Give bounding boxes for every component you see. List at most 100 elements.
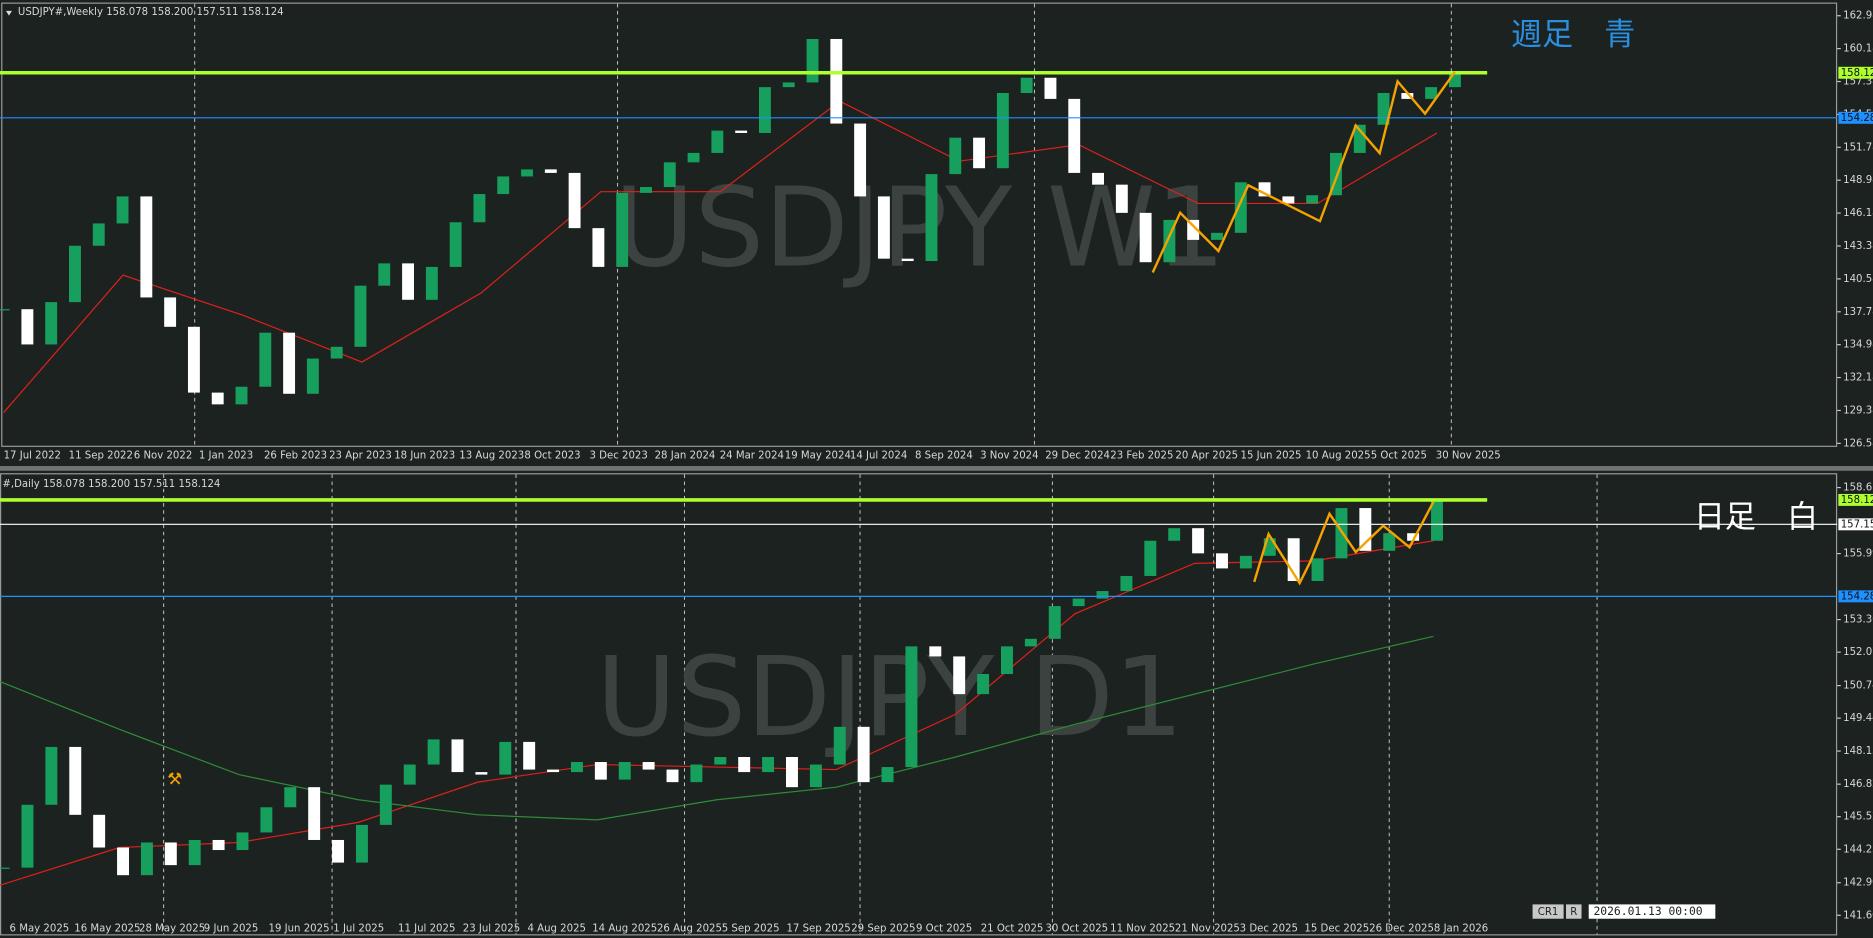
candle bbox=[497, 176, 510, 195]
x-tick-label: 26 Dec 2025 bbox=[1369, 923, 1434, 934]
x-tick-label: 24 Mar 2024 bbox=[720, 450, 784, 461]
candle bbox=[1311, 558, 1324, 581]
candle bbox=[235, 386, 248, 405]
watermark: USDJPY D1 bbox=[596, 633, 1184, 761]
weekly-chart: USDJPY W1 USDJPY#,Weekly 158.078 158.200 … bbox=[0, 7, 1873, 461]
candle bbox=[0, 867, 10, 869]
candle bbox=[1359, 508, 1372, 551]
candle bbox=[1258, 182, 1271, 197]
candle bbox=[188, 839, 201, 866]
candle bbox=[164, 297, 177, 327]
candle bbox=[354, 285, 367, 347]
y-tick-label: 148.98 bbox=[1843, 175, 1873, 186]
candle bbox=[1282, 196, 1295, 204]
candle bbox=[499, 741, 512, 775]
candle bbox=[212, 839, 225, 851]
candle bbox=[714, 756, 727, 765]
candle bbox=[306, 358, 319, 394]
x-tick-label: 17 Jul 2022 bbox=[4, 450, 61, 461]
x-tick-label: 9 Jun 2025 bbox=[204, 923, 259, 934]
candle bbox=[1001, 646, 1013, 675]
candle bbox=[1287, 538, 1300, 581]
x-tick-label: 4 Aug 2025 bbox=[527, 923, 586, 934]
x-tick-label: 15 Jun 2025 bbox=[1241, 450, 1302, 461]
x-tick-label: 11 Nov 2025 bbox=[1110, 923, 1175, 934]
candle bbox=[402, 263, 415, 300]
y-tick-label: 143.38 bbox=[1843, 241, 1873, 252]
mode-label[interactable]: R bbox=[1570, 907, 1577, 918]
candle bbox=[785, 756, 798, 788]
x-tick-label: 17 Sep 2025 bbox=[786, 923, 850, 934]
price-level-tag bbox=[1838, 111, 1873, 124]
candle bbox=[762, 756, 775, 773]
candle bbox=[663, 162, 676, 188]
candle bbox=[1120, 575, 1133, 592]
x-tick-label: 13 Aug 2023 bbox=[459, 450, 524, 461]
candle bbox=[1263, 538, 1276, 556]
y-tick-label: 160.18 bbox=[1843, 44, 1873, 55]
x-tick-label: 15 Dec 2025 bbox=[1304, 923, 1369, 934]
candle bbox=[523, 741, 536, 770]
candle bbox=[332, 839, 345, 863]
candle bbox=[809, 764, 822, 788]
price-level-tag bbox=[1838, 66, 1873, 79]
candle bbox=[403, 764, 416, 785]
zigzag-drawing[interactable] bbox=[1253, 501, 1435, 586]
daily-chart: USDJPY D1 #,Daily 158.078 158.200 157.511… bbox=[0, 479, 1873, 934]
mode-box[interactable] bbox=[1566, 904, 1582, 919]
candle bbox=[1407, 533, 1420, 541]
candle bbox=[1187, 219, 1200, 240]
candle bbox=[547, 769, 560, 773]
x-tick-label: 19 May 2024 bbox=[785, 450, 851, 461]
candle bbox=[211, 392, 224, 405]
candle bbox=[1383, 533, 1396, 551]
candle bbox=[1431, 500, 1443, 541]
y-tick-label: 142.900 bbox=[1843, 878, 1873, 889]
menu-arrow[interactable] bbox=[5, 10, 12, 16]
time-label: 2026.01.13 00:00 bbox=[1593, 904, 1702, 918]
candle bbox=[1092, 172, 1104, 185]
candle bbox=[1163, 219, 1176, 263]
candle bbox=[1068, 98, 1081, 173]
profile-box[interactable] bbox=[1532, 904, 1564, 919]
annotation: 日足 白 bbox=[1694, 500, 1818, 536]
candle bbox=[881, 767, 894, 783]
x-tick-label: 21 Oct 2025 bbox=[981, 923, 1044, 934]
candle bbox=[854, 123, 867, 197]
daily-frame bbox=[0, 473, 1838, 936]
watermark: USDJPY W1 bbox=[614, 163, 1226, 291]
price-level-label: 158.124 bbox=[1841, 495, 1873, 506]
y-tick-label: 151.78 bbox=[1843, 142, 1873, 153]
candle bbox=[592, 228, 605, 267]
y-tick-label: 149.445 bbox=[1843, 713, 1873, 724]
x-tick-label: 26 Aug 2025 bbox=[657, 923, 722, 934]
candle bbox=[830, 38, 843, 124]
candle bbox=[1048, 606, 1061, 639]
time-box bbox=[1588, 904, 1716, 919]
x-tick-label: 30 Nov 2025 bbox=[1436, 450, 1501, 461]
candle bbox=[905, 646, 918, 768]
zigzag-drawing[interactable] bbox=[1151, 71, 1456, 274]
x-tick-label: 11 Sep 2022 bbox=[69, 450, 133, 461]
candle bbox=[45, 302, 58, 345]
candle bbox=[140, 842, 153, 876]
x-tick-label: 16 May 2025 bbox=[74, 923, 140, 934]
candle bbox=[1234, 182, 1247, 233]
price-level-tag bbox=[1838, 518, 1873, 531]
weekly-frame bbox=[1, 2, 1838, 447]
profile-label[interactable]: CR1 bbox=[1538, 907, 1559, 918]
candle bbox=[164, 842, 177, 866]
candle bbox=[833, 726, 846, 765]
candle bbox=[929, 646, 942, 657]
candle bbox=[451, 739, 464, 773]
candle bbox=[236, 832, 249, 851]
candle bbox=[616, 192, 629, 267]
price-level-label: 157.154 bbox=[1841, 519, 1873, 530]
x-tick-label: 8 Sep 2024 bbox=[915, 450, 973, 461]
candle bbox=[379, 784, 392, 825]
panel-divider[interactable] bbox=[0, 466, 1873, 471]
candle bbox=[1306, 195, 1319, 204]
x-tick-label: 8 Jan 2026 bbox=[1434, 923, 1488, 934]
x-tick-label: 23 Apr 2023 bbox=[329, 450, 392, 461]
